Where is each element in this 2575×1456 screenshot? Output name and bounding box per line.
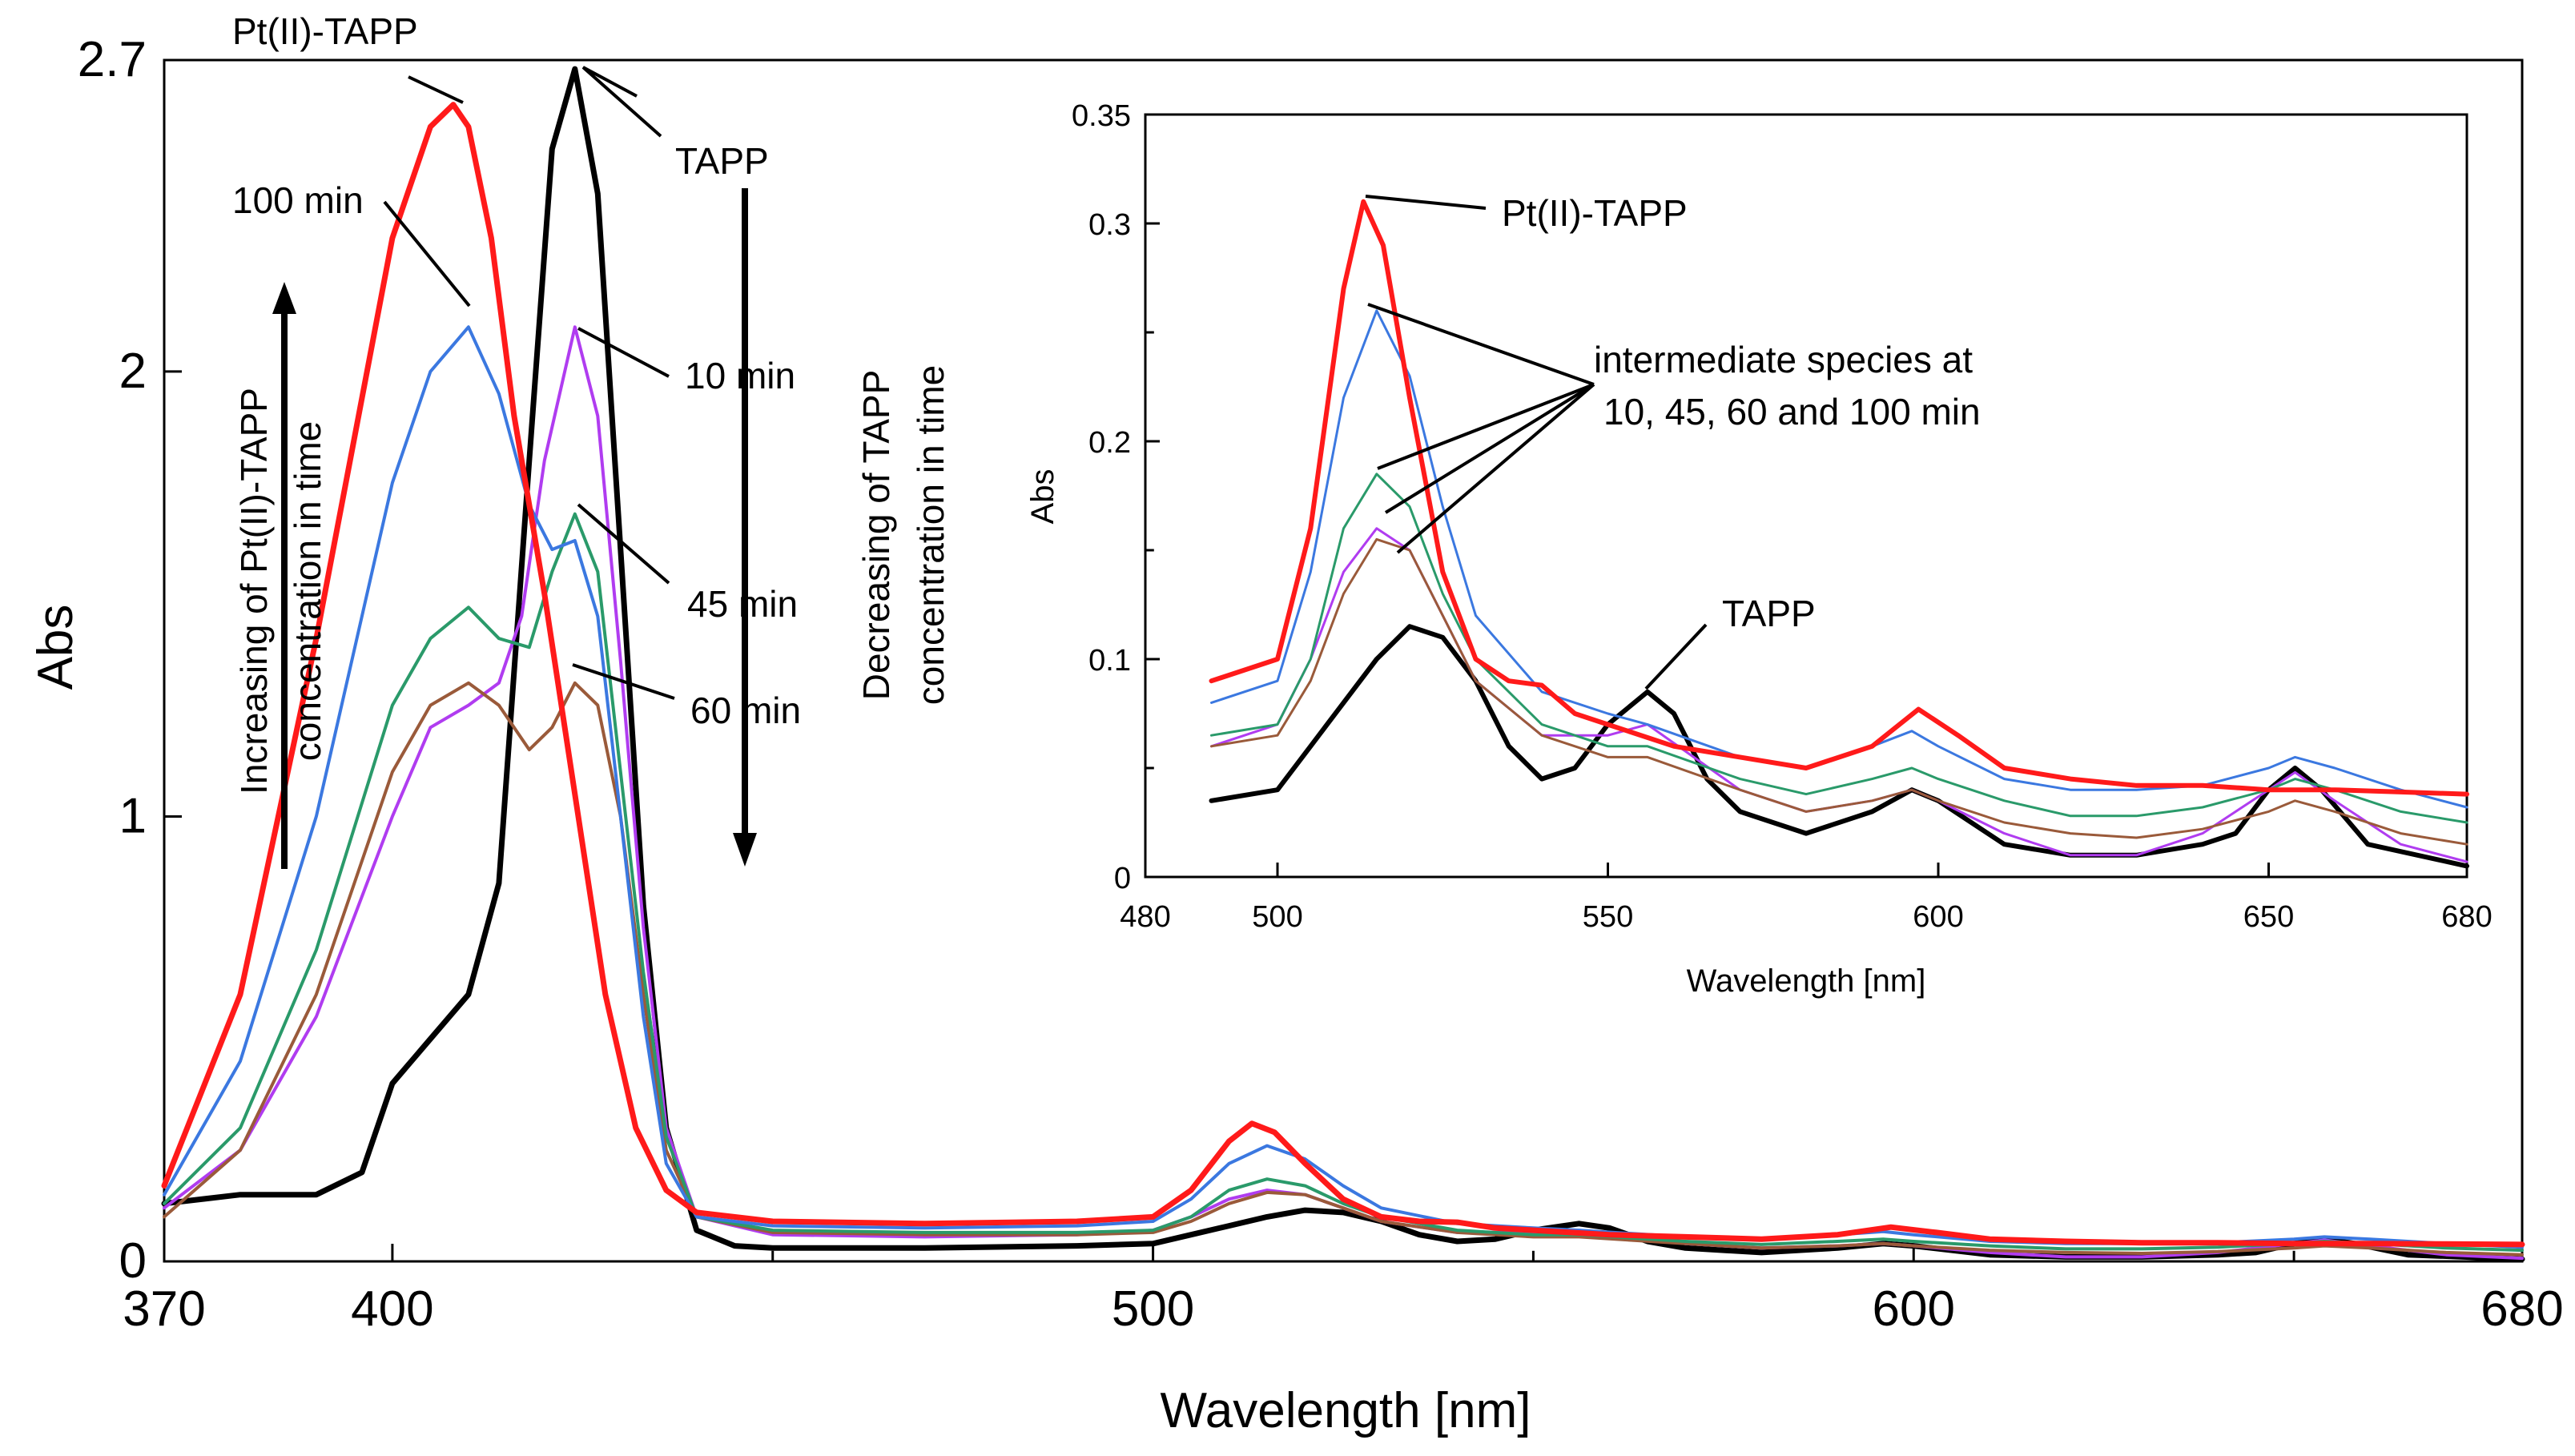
main-axis-ticks: 370 400 500 600 680 0 1 2 2.7 [78,32,2564,1337]
main-chart: 370 400 500 600 680 0 1 2 2.7 Wavelength [nm] Ab… [28,10,2564,1438]
inset-annotation-leaders [1365,195,1708,690]
main-series-10-min [163,325,2524,1261]
main-x-tick-label: 400 [351,1281,433,1337]
inset-label-pt-tapp: Pt(II)-TAPP [1502,192,1688,234]
main-y-tick-label: 2.7 [78,32,147,87]
inset-x-tick-label: 500 [1252,900,1302,934]
main-y-axis-title: Abs [28,605,83,690]
main-series-pt-ii-tapp [161,102,2525,1248]
inset-chart: 480 500 550 600 650 680 0 0.1 0.2 0.3 0.35 Wavelen… [1025,99,2493,999]
inset-leader-tapp [1644,623,1708,690]
inset-x-tick-label: 650 [2243,900,2294,934]
label-45min: 45 min [687,583,798,625]
leader-10min [577,327,670,378]
label-decrease-line2: concentration in time [910,365,952,705]
inset-y-axis-title: Abs [1025,469,1060,525]
label-increase-line1: Increasing of Pt(II)-TAPP [233,388,275,794]
inset-x-tick-label: 550 [1583,900,1633,934]
inset-leader-int-60 [1396,383,1595,554]
inset-x-tick-label: 680 [2441,900,2492,934]
inset-leader-pt-tapp [1365,195,1487,210]
label-tapp: TAPP [675,140,769,182]
inset-x-tick-label: 600 [1913,900,1963,934]
leader-45min [577,503,670,585]
inset-axis-ticks: 480 500 550 600 650 680 0 0.1 0.2 0.3 0.35 [1072,99,2493,934]
inset-series-group [1209,199,2469,869]
inset-series-pt-ii-tapp [1209,199,2469,797]
label-60min: 60 min [690,690,801,731]
inset-label-tapp: TAPP [1722,593,1816,634]
inset-y-tick-label: 0.3 [1088,208,1131,242]
inset-leader-int-10 [1384,383,1595,514]
inset-y-tick-label: 0.1 [1088,644,1131,678]
main-series-group [161,66,2525,1262]
increase-arrow [272,282,296,869]
label-100min: 100 min [232,179,364,221]
inset-series-60-min [1210,537,2468,846]
label-decrease-line1: Decreasing of TAPP [855,370,897,701]
inset-y-tick-label: 0.2 [1088,426,1131,460]
inset-leader-int-45 [1377,383,1595,470]
main-series-45-min [163,512,2524,1253]
inset-background [1108,108,2469,877]
main-x-tick-label: 500 [1112,1281,1194,1337]
main-y-tick-label: 2 [119,344,147,399]
label-increase-line2: concentration in time [287,421,328,761]
decrease-arrow [733,188,757,867]
inset-y-tick-label: 0.35 [1072,99,1131,133]
inset-x-axis-title: Wavelength [nm] [1687,963,1926,999]
inset-label-intermediate-line1: intermediate species at [1594,339,1973,380]
main-y-tick-label: 1 [119,788,147,843]
label-10min: 10 min [685,355,795,396]
inset-plot-frame [1144,113,2468,879]
main-plot-frame [163,58,2524,1263]
main-y-tick-label: 0 [119,1233,147,1289]
main-x-tick-label: 680 [2480,1281,2563,1337]
leader-100min [383,200,471,308]
leader-tapp [581,66,662,138]
main-series-60-min [163,681,2524,1257]
main-annotation-leaders [383,66,675,700]
inset-leader-int-100 [1367,303,1595,386]
inset-x-tick-label: 480 [1120,900,1170,934]
label-pt-tapp: Pt(II)-TAPP [232,10,418,52]
main-x-axis-title: Wavelength [nm] [1161,1383,1531,1438]
leader-pt-tapp [408,75,464,104]
inset-label-intermediate-line2: 10, 45, 60 and 100 min [1603,391,1981,432]
inset-y-tick-label: 0 [1114,862,1131,895]
main-x-tick-label: 370 [123,1281,205,1337]
leader-60min [572,663,675,700]
inset-series-tapp [1209,624,2469,869]
main-x-tick-label: 600 [1873,1281,1955,1337]
